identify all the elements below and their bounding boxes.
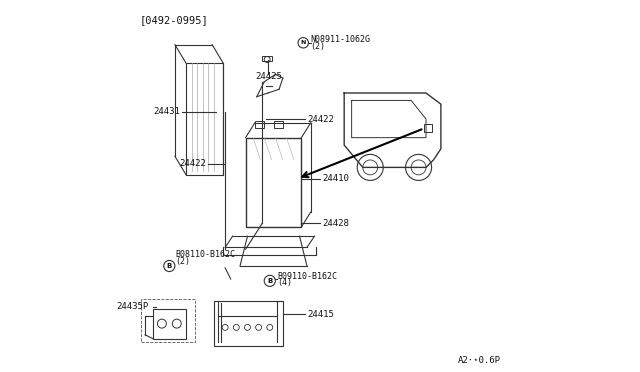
Text: B: B — [267, 278, 273, 284]
Text: B09110-B162C: B09110-B162C — [277, 272, 337, 280]
Text: 24435P: 24435P — [116, 302, 149, 311]
Text: 24431: 24431 — [154, 107, 180, 116]
Text: (2): (2) — [310, 42, 326, 51]
Bar — [273, 121, 283, 128]
Text: (4): (4) — [277, 278, 292, 287]
Bar — [424, 124, 433, 132]
Text: 24425: 24425 — [255, 72, 282, 81]
Bar — [186, 63, 223, 175]
Text: N08911-1062G: N08911-1062G — [310, 35, 371, 44]
Bar — [262, 56, 271, 61]
Bar — [152, 309, 186, 339]
Text: (2): (2) — [175, 257, 190, 266]
Text: [0492-0995]: [0492-0995] — [140, 15, 209, 25]
Text: 24410: 24410 — [322, 174, 349, 183]
Bar — [255, 121, 264, 128]
Bar — [246, 138, 301, 227]
Text: N: N — [301, 40, 306, 45]
Text: B: B — [166, 263, 172, 269]
Text: 24422: 24422 — [307, 115, 334, 124]
Bar — [141, 299, 195, 342]
Text: 24428: 24428 — [322, 219, 349, 228]
Text: 24415: 24415 — [307, 310, 334, 319]
Text: B08110-B162C: B08110-B162C — [175, 250, 235, 259]
Bar — [214, 301, 283, 346]
Text: A2·⋆0.6P: A2·⋆0.6P — [458, 356, 500, 365]
Text: 24422: 24422 — [180, 159, 207, 168]
